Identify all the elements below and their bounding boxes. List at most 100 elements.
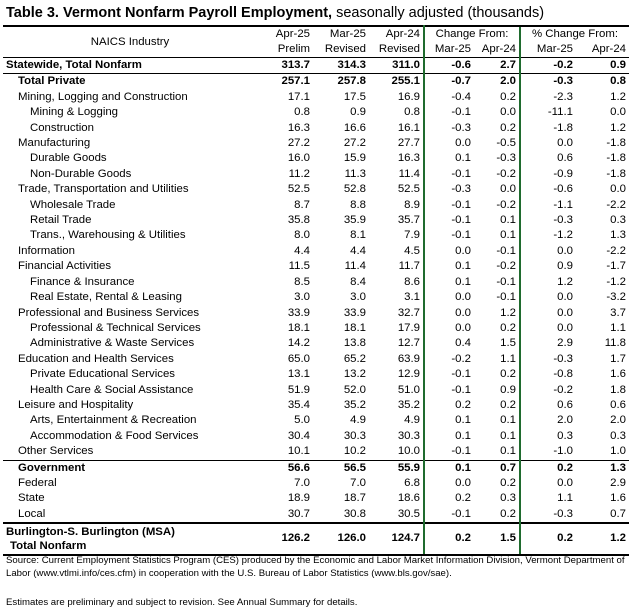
cell-chg-apr: -0.5 [496,137,516,150]
table-row: Health Care & Social Assistance 51.9 52.0 5… [3,382,629,398]
msa-cell-mar25: 126.0 [313,522,369,557]
cell-mar25: 30.8 [343,507,366,520]
cell-mar25: 8.8 [350,198,366,211]
cell-mar25: 17.5 [343,90,366,103]
table-row: Statewide, Total Nonfarm 313.7 314.3 311.0-… [3,57,630,75]
col-header-change: Change From: [424,25,520,42]
cell-chg-mar: 0.0 [455,137,471,150]
cell-chg-mar: 0.0 [455,476,471,489]
cell-pct-apr: 0.3 [610,214,627,227]
cell-pct-apr: -1.8 [606,137,627,150]
cell-chg-mar: -0.1 [451,368,471,381]
cell-pct-mar: -1.2 [519,228,576,244]
cell-chg-apr: -0.3 [496,152,516,165]
cell-mar25: 16.6 [343,121,366,134]
cell-pct-apr: -1.2 [606,275,627,288]
col-header-pct-mar: Mar-25 [519,42,576,58]
table-row: Durable Goods 16.0 15.9 16.3 0.1 -0.3 0.6 -1.8 [3,151,629,167]
cell-mar25: 13.2 [343,368,366,381]
cell-apr24: 12.9 [369,367,425,383]
table-row: Private Educational Services 13.1 13.2 12.9… [3,367,629,383]
col-header-apr25-bot: Prelim [257,42,313,58]
table-row: Retail Trade 35.8 35.9 35.7 -0.1 0.1 -0.3 0.3 [3,213,629,229]
cell-pct-apr: -1.7 [606,260,627,273]
cell-pct-mar: -0.3 [519,73,576,90]
cell-pct-mar: 2.0 [519,413,576,429]
cell-mar25: 314.3 [313,57,369,75]
msa-cell-pct-apr: 1.2 [576,522,630,557]
table-row: Mining & Logging 0.8 0.9 0.8 -0.1 0.0 -11.1 0.0 [3,105,629,121]
table-row: Information 4.4 4.4 4.5 0.0 -0.1 0.0 -2.2 [3,243,629,260]
cell-pct-apr: -1.8 [606,152,627,165]
cell-chg-mar: -0.3 [451,183,471,196]
row-label: Real Estate, Rental & Leasing [30,291,182,304]
cell-chg-mar: -0.1 [451,167,471,180]
cell-pct-apr: 0.0 [610,106,627,119]
row-label: Trans., Warehousing & Utilities [30,229,186,242]
cell-pct-apr: 1.7 [610,352,627,365]
cell-pct-mar: 0.0 [519,475,576,492]
col-header-mar25-bot: Revised [313,42,369,58]
cell-pct-apr: 1.1 [610,321,627,334]
cell-apr25: 14.2 [287,337,310,350]
table-row: Other Services 10.1 10.2 10.0 -0.1 0.1 -1.0 1.0 [3,444,629,461]
cell-apr25: 11.5 [288,260,310,273]
cell-pct-mar: 0.0 [519,305,576,321]
cell-apr25: 16.3 [287,121,310,134]
cell-chg-apr: 0.1 [500,414,516,427]
cell-chg-apr: 1.1 [500,352,516,365]
cell-pct-apr: 3.7 [610,306,627,319]
cell-apr24: 30.3 [369,428,425,445]
cell-chg-apr: 0.1 [500,214,516,227]
cell-chg-apr: 0.3 [500,492,516,505]
cell-chg-mar: -0.1 [451,507,471,520]
cell-chg-mar: 0.1 [455,260,471,273]
cell-pct-apr: 1.0 [610,445,627,458]
cell-apr24: 27.7 [369,136,425,152]
cell-chg-mar: -0.1 [451,214,471,227]
col-header-mar25-top: Mar-25 [313,25,369,42]
cell-pct-mar: -0.3 [519,351,576,368]
cell-chg-mar: -0.6 [424,57,474,75]
row-label: Local [18,507,46,520]
cell-pct-apr: 1.8 [610,383,627,396]
cell-chg-mar: -0.7 [451,75,471,88]
cell-apr24: 7.9 [369,228,425,244]
row-label: Accommodation & Food Services [30,429,199,442]
cell-apr25: 30.4 [287,429,310,442]
table-row: Total Private 257.1 257.8 255.1 -0.7 2.0 -0.3 0… [3,73,629,90]
cell-apr25: 30.7 [287,507,310,520]
cell-chg-mar: -0.1 [451,106,471,119]
cell-apr25: 56.6 [257,459,313,476]
cell-mar25: 0.9 [350,106,366,119]
cell-apr24: 10.0 [369,444,425,461]
cell-chg-mar: -0.1 [451,198,471,211]
msa-cell-chg-mar: 0.2 [424,522,474,557]
cell-chg-apr: 0.1 [500,229,516,242]
row-label: Private Educational Services [30,368,175,381]
cell-apr25: 7.0 [294,476,310,489]
cell-mar25: 52.0 [343,383,366,396]
col-header-pct-change: % Change From: [518,25,630,42]
cell-apr24: 30.5 [369,506,425,524]
cell-apr24: 11.4 [369,166,425,183]
cell-chg-mar: 0.1 [455,152,471,165]
cell-apr25: 10.1 [287,445,310,458]
cell-apr25: 52.5 [287,183,310,196]
cell-apr24: 255.1 [369,73,425,90]
table-row: Manufacturing 27.2 27.2 27.7 0.0 -0.5 0.0 -1.8 [3,136,629,152]
cell-chg-mar: 0.0 [455,244,471,257]
cell-apr25: 51.9 [287,383,310,396]
row-label: Information [18,244,75,257]
cell-mar25: 257.8 [337,75,366,88]
table-title-subtitle: seasonally adjusted (thousands) [332,5,545,21]
cell-chg-apr: 0.0 [500,106,516,119]
row-label: Leisure and Hospitality [18,398,134,411]
cell-apr24: 35.2 [369,397,425,414]
cell-pct-mar: 0.0 [519,243,576,260]
cell-pct-mar: 0.2 [519,459,576,476]
cell-pct-mar: -11.1 [519,105,576,121]
cell-mar25: 35.9 [343,214,366,227]
cell-pct-apr: 1.6 [610,492,627,505]
row-label: Arts, Entertainment & Recreation [30,414,197,427]
